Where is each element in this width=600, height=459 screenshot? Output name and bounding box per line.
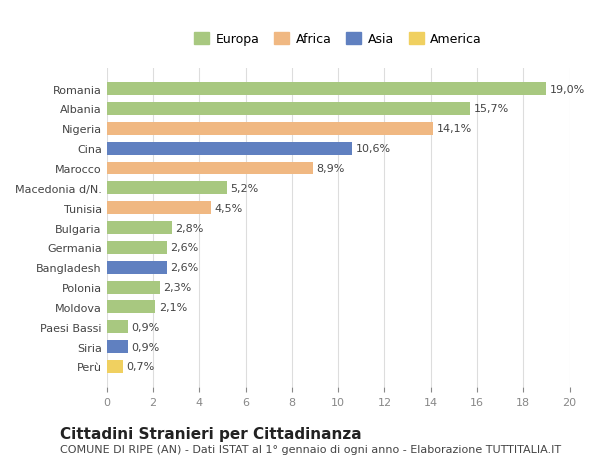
Text: 19,0%: 19,0% [550, 84, 585, 95]
Text: 2,6%: 2,6% [170, 263, 199, 273]
Text: 0,9%: 0,9% [131, 322, 159, 332]
Bar [107, 281, 160, 294]
Text: Cittadini Stranieri per Cittadinanza: Cittadini Stranieri per Cittadinanza [60, 425, 362, 441]
Bar [107, 341, 128, 353]
Bar [107, 123, 433, 135]
Text: 2,8%: 2,8% [175, 223, 203, 233]
Text: 0,7%: 0,7% [127, 362, 155, 372]
Bar [107, 222, 172, 235]
Text: COMUNE DI RIPE (AN) - Dati ISTAT al 1° gennaio di ogni anno - Elaborazione TUTTI: COMUNE DI RIPE (AN) - Dati ISTAT al 1° g… [60, 444, 561, 454]
Text: 4,5%: 4,5% [214, 203, 242, 213]
Bar [107, 301, 155, 313]
Text: 10,6%: 10,6% [355, 144, 391, 154]
Bar [107, 202, 211, 215]
Text: 2,6%: 2,6% [170, 243, 199, 253]
Text: 15,7%: 15,7% [473, 104, 509, 114]
Text: 5,2%: 5,2% [230, 184, 259, 193]
Bar [107, 360, 123, 373]
Text: 8,9%: 8,9% [316, 163, 344, 174]
Bar [107, 241, 167, 254]
Bar [107, 182, 227, 195]
Legend: Europa, Africa, Asia, America: Europa, Africa, Asia, America [194, 33, 482, 46]
Bar [107, 321, 128, 334]
Bar [107, 83, 547, 96]
Text: 14,1%: 14,1% [436, 124, 472, 134]
Text: 2,3%: 2,3% [163, 282, 191, 292]
Text: 2,1%: 2,1% [159, 302, 187, 312]
Bar [107, 162, 313, 175]
Bar [107, 261, 167, 274]
Text: 0,9%: 0,9% [131, 342, 159, 352]
Bar [107, 142, 352, 155]
Bar [107, 103, 470, 116]
